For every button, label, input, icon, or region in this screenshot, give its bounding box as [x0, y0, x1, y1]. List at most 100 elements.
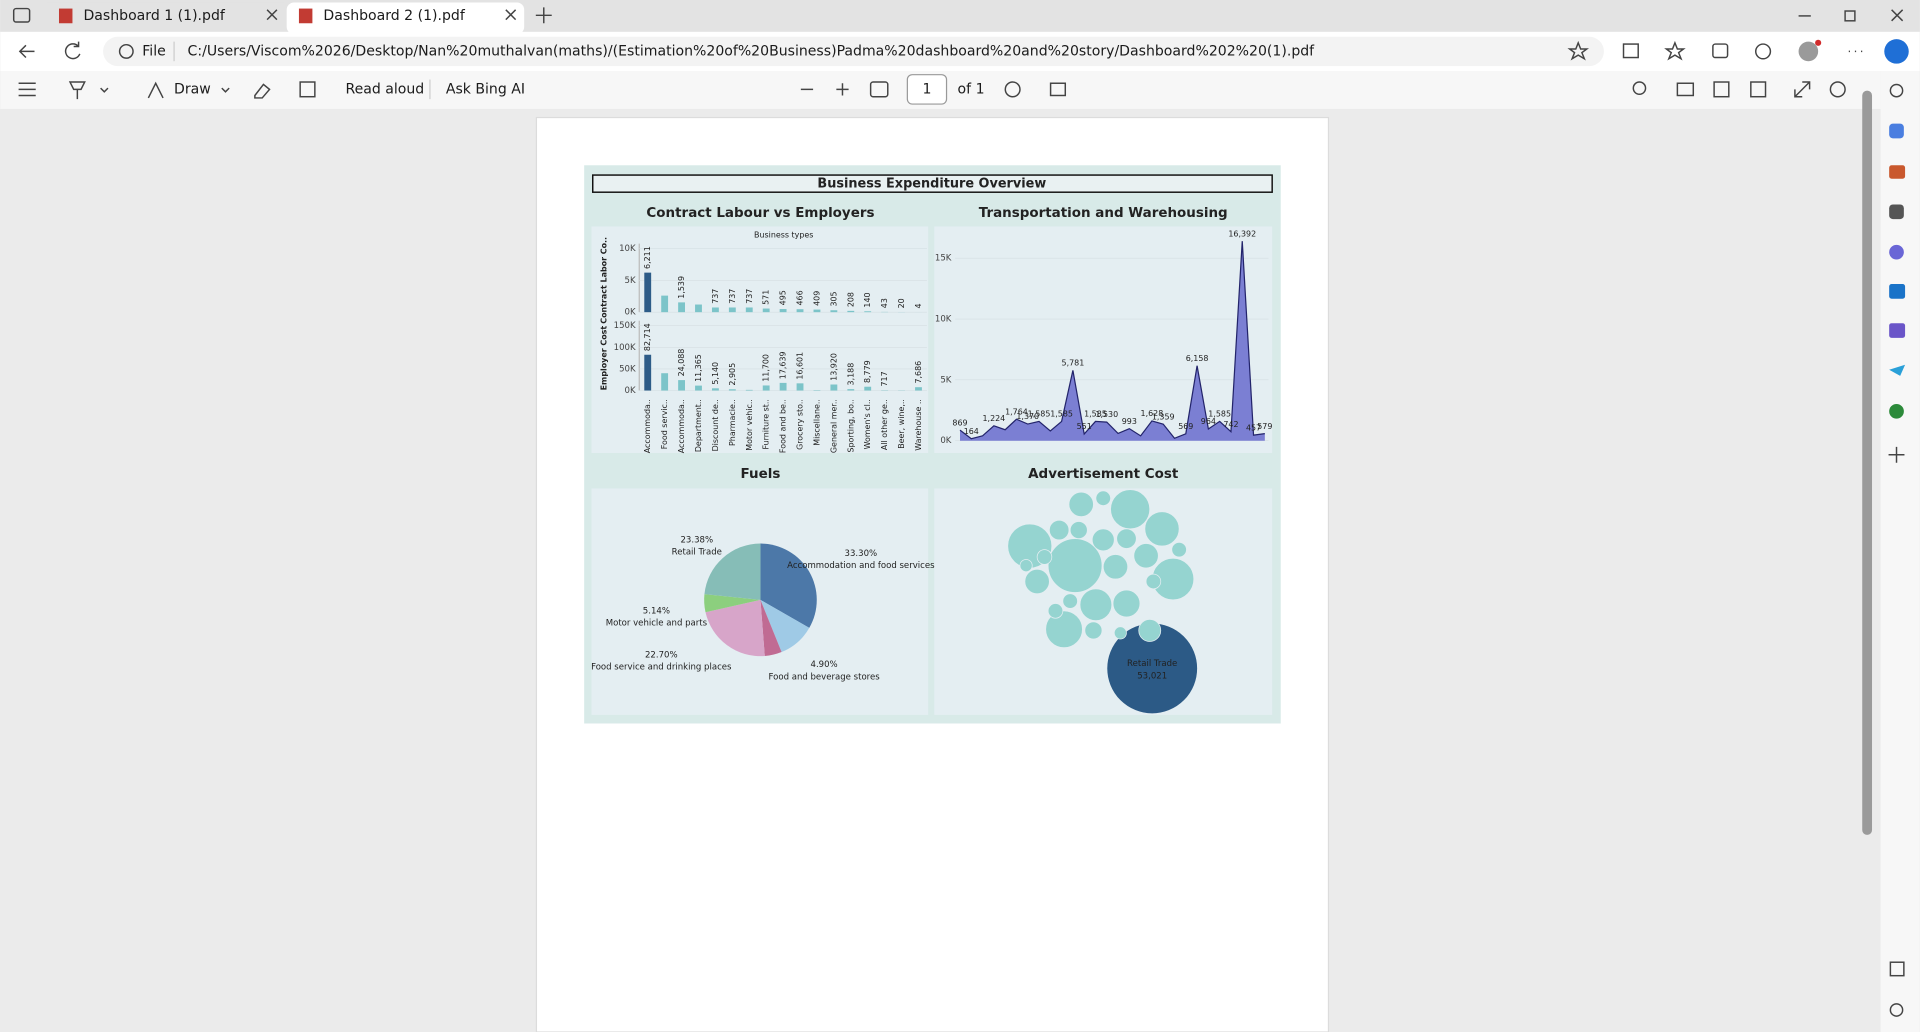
tab-actions[interactable] [12, 7, 31, 23]
tab-close[interactable] [505, 9, 517, 21]
bar [813, 309, 821, 313]
fit-page[interactable] [869, 81, 889, 98]
sidebar-app[interactable] [1889, 165, 1906, 179]
chart-title: Fuels [741, 467, 781, 482]
data-label: 1,585 [1028, 410, 1051, 419]
bubble [1024, 568, 1050, 595]
slice-value: 23.38% [681, 535, 714, 545]
sidebar-search[interactable] [1889, 83, 1904, 98]
settings[interactable] [1829, 81, 1846, 98]
zoom-in[interactable] [836, 83, 849, 96]
sidebar-settings[interactable] [1889, 1003, 1904, 1017]
collections[interactable] [1712, 43, 1729, 59]
slice-value: 5.14% [643, 606, 670, 616]
panel [591, 226, 929, 453]
rotate[interactable] [1004, 81, 1021, 98]
search[interactable] [1632, 81, 1647, 95]
x-tick-label: Food servic.. [660, 399, 669, 449]
tab-active[interactable] [286, 2, 525, 35]
favorites[interactable] [1664, 40, 1686, 61]
bubble [1091, 528, 1115, 552]
save-as[interactable] [1750, 81, 1767, 98]
tab-close[interactable] [266, 9, 278, 21]
data-label: 164 [964, 427, 979, 436]
data-label: 17,639 [779, 351, 788, 379]
sidebar-app[interactable] [1889, 364, 1906, 376]
sidebar-toggle[interactable] [1889, 961, 1905, 977]
draw-button[interactable]: Draw [174, 81, 211, 97]
bubble [1145, 573, 1162, 590]
bubble [1138, 619, 1162, 642]
data-label: 16,601 [796, 352, 805, 380]
data-label: 24,088 [677, 349, 686, 377]
slice-label: Food and beverage stores [768, 672, 880, 682]
bubble [1095, 490, 1111, 506]
close-window[interactable] [1891, 9, 1904, 22]
address-url[interactable]: C:/Users/Viscom%2026/Desktop/Nan%20mutha… [188, 43, 1316, 59]
area-fill [960, 241, 1265, 441]
x-tick-label: Motor vehic.. [745, 399, 754, 451]
ask-ai[interactable]: Ask Bing AI [446, 81, 525, 97]
data-label: 1,585 [1084, 410, 1107, 419]
bar [830, 384, 838, 391]
x-tick-label: Discount de.. [711, 399, 720, 451]
save[interactable] [1713, 81, 1730, 98]
data-label: 5,140 [711, 362, 720, 385]
back[interactable] [18, 44, 35, 59]
sidebar-app[interactable] [1889, 284, 1906, 299]
dropdown[interactable] [221, 87, 230, 93]
data-label: 569 [1178, 422, 1193, 431]
bubble [1171, 541, 1187, 558]
chart-title: Advertisement Cost [1028, 467, 1179, 482]
copilot[interactable] [1884, 39, 1909, 64]
bar [762, 385, 770, 391]
data-label: 3,188 [846, 363, 855, 386]
y-tick-label: 10K [619, 244, 636, 254]
charts: Contract Labour vs Employers Business typ… [591, 206, 1272, 715]
site-info[interactable] [118, 43, 134, 59]
bubble [1019, 559, 1033, 573]
page-number-field[interactable] [906, 74, 948, 105]
data-label: 4 [914, 303, 923, 308]
refresh[interactable] [64, 41, 81, 60]
two-page[interactable] [1049, 82, 1067, 97]
data-label: 1,585 [1050, 410, 1073, 419]
draw-icon[interactable] [147, 81, 164, 99]
restore[interactable] [1844, 10, 1856, 22]
y-tick-label: 15K [935, 254, 952, 264]
read-aloud[interactable]: Read aloud [345, 81, 424, 97]
erase[interactable] [254, 83, 271, 99]
pdf-icon [58, 8, 73, 24]
bubble [1133, 543, 1159, 569]
data-label: 8,779 [863, 360, 872, 383]
contents[interactable] [18, 82, 36, 97]
favorite[interactable] [1567, 40, 1589, 61]
slice-label: Food service and drinking places [591, 663, 732, 673]
profile[interactable] [1798, 41, 1819, 62]
bar [661, 295, 669, 313]
split-screen[interactable] [1622, 43, 1639, 59]
sidebar-app[interactable] [1889, 403, 1904, 419]
address-field[interactable] [103, 36, 1604, 67]
page-view[interactable] [299, 81, 316, 98]
data-label: 16,392 [1228, 229, 1256, 238]
pie-slice [760, 599, 782, 657]
highlight[interactable] [68, 81, 86, 100]
sidebar-add[interactable] [1888, 446, 1905, 463]
scrollbar-thumb[interactable] [1862, 90, 1873, 835]
sidebar-app[interactable] [1889, 204, 1904, 220]
sidebar-app[interactable] [1889, 323, 1906, 338]
bar [711, 307, 719, 313]
fullscreen[interactable] [1794, 81, 1811, 98]
bubble [1047, 603, 1064, 619]
data-label: 737 [711, 289, 720, 304]
data-label: 964 [1201, 417, 1216, 426]
print[interactable] [1676, 82, 1695, 97]
sidebar-app[interactable] [1889, 244, 1904, 260]
new-tab[interactable] [535, 7, 552, 24]
sidebar-app[interactable] [1889, 123, 1904, 139]
extensions[interactable] [1754, 43, 1772, 60]
tab[interactable] [46, 2, 285, 32]
data-label: 1,370 [1016, 412, 1039, 421]
dropdown[interactable] [100, 87, 109, 93]
